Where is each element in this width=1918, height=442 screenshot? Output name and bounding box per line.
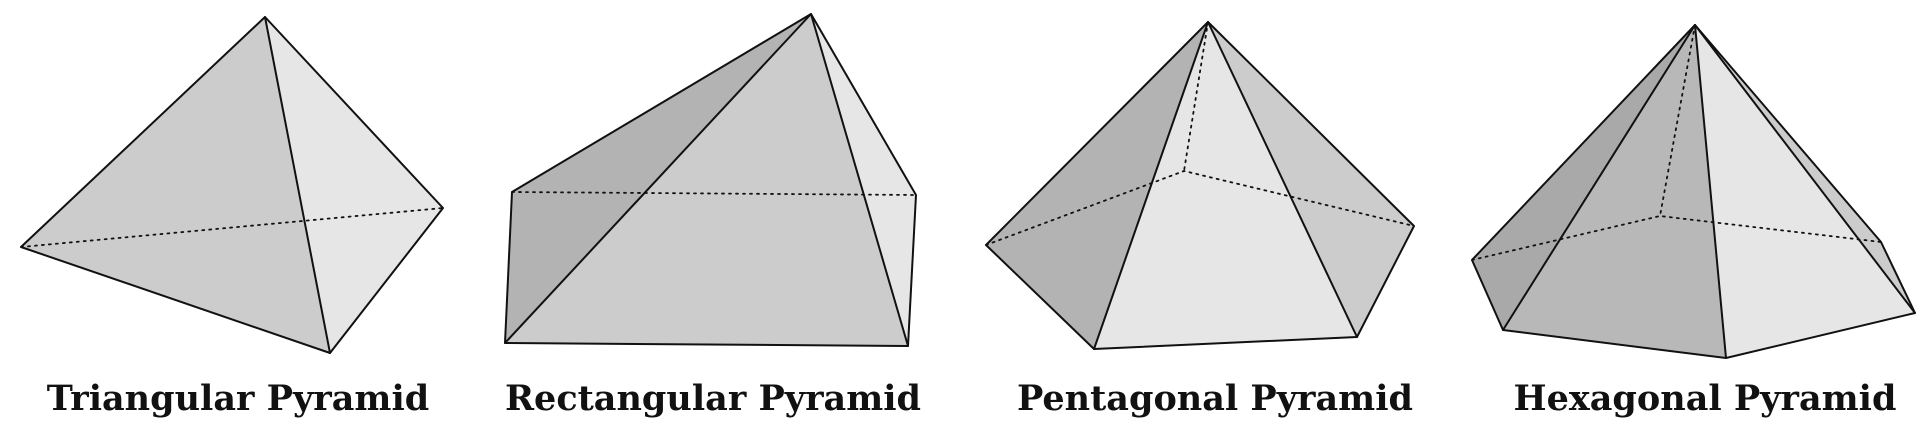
hexagonal-visible-edges [1471,24,1916,359]
triangular-visible-edges [20,16,444,354]
hexagonal-lateral-edge-1 [1502,24,1696,331]
pentagonal-visible-edges [985,21,1415,350]
pentagonal-pyramid-label: Pentagonal Pyramid [1017,378,1413,419]
hexagonal-pyramid-label: Hexagonal Pyramid [1514,378,1897,419]
triangular-pyramid: Triangular Pyramid [20,16,444,419]
pentagonal-front-right-edge [1207,21,1358,338]
pentagonal-right-face [1208,22,1414,337]
triangular-right-face [265,17,443,353]
pentagonal-hidden-lateral [1183,21,1209,172]
rectangular-front-left-edge [504,13,812,344]
triangular-front-edge [264,16,331,354]
hexagonal-lateral-edge-3 [1694,24,1916,314]
rectangular-right-face [811,14,916,346]
hexagonal-front-right-face [1695,25,1915,358]
triangular-hidden-base-edge [20,207,444,248]
rectangular-pyramid: Rectangular Pyramid [504,13,921,419]
hexagonal-hidden-lateral [1659,24,1696,217]
hexagonal-front-left-face [1503,25,1726,358]
hexagonal-pyramid: Hexagonal Pyramid [1471,24,1916,419]
rectangular-hidden-back-edge [511,191,917,196]
hexagonal-hidden-edges [1471,24,1882,261]
pentagonal-hidden-edges [985,21,1415,246]
rectangular-outline [504,13,917,347]
pentagonal-front-left-edge [1093,21,1209,350]
hexagonal-hidden-base [1471,215,1882,261]
triangular-front-face [21,17,330,353]
rectangular-visible-edges [504,13,917,347]
hexagonal-lateral-edge-2 [1694,24,1727,359]
hexagonal-far-left-face [1472,25,1695,330]
rectangular-front-right-edge [810,13,909,347]
pentagonal-left-face [986,22,1208,349]
rectangular-pyramid-label: Rectangular Pyramid [505,378,921,419]
triangular-pyramid-label: Triangular Pyramid [47,378,429,419]
pentagonal-front-face [1094,22,1357,349]
rectangular-front-face [505,14,908,346]
pentagonal-outline [985,21,1415,350]
pentagonal-hidden-base [985,170,1415,246]
pentagonal-pyramid: Pentagonal Pyramid [985,21,1415,419]
